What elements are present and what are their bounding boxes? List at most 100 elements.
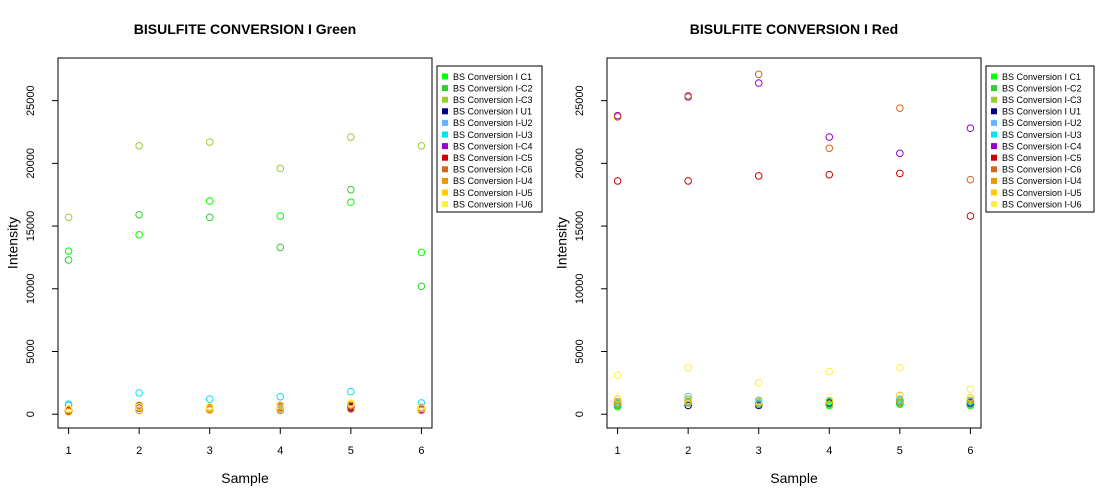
- data-point: [135, 231, 143, 239]
- data-point: [966, 385, 975, 393]
- y-axis-label: Intensity: [554, 217, 570, 269]
- legend-swatch: [991, 143, 997, 150]
- x-tick-label: 2: [685, 445, 691, 457]
- x-axis: 1 2 3 4 5 6: [66, 427, 424, 457]
- data-point: [205, 213, 214, 222]
- legend-item: BS Conversion I-C4: [991, 141, 1082, 151]
- legend-swatch: [442, 143, 448, 150]
- legend-box: [985, 65, 1095, 213]
- data-point: [64, 256, 73, 264]
- data-point: [417, 141, 426, 150]
- x-axis-label: Sample: [221, 470, 269, 486]
- data-point: [205, 402, 214, 411]
- legend-label: BS Conversion I U1: [1002, 107, 1081, 117]
- legend-swatch: [442, 108, 448, 115]
- data-point: [754, 70, 763, 79]
- legend-label: BS Conversion I-C4: [453, 141, 533, 151]
- y-axis: 0 5000 10000 15000 20000 25000: [25, 85, 59, 417]
- x-tick-label: 1: [615, 445, 621, 457]
- data-point: [684, 399, 692, 407]
- legend-swatch: [991, 96, 997, 103]
- data-point: [613, 177, 622, 185]
- legend-swatch: [991, 154, 997, 161]
- data-point: [754, 172, 763, 180]
- data-point: [205, 138, 214, 146]
- data-point: [684, 401, 692, 410]
- legend-label: BS Conversion I-U5: [453, 188, 533, 198]
- data-point: [613, 371, 622, 380]
- legend-item: BS Conversion I-U4: [991, 176, 1082, 186]
- legend-item: BS Conversion I U1: [991, 107, 1081, 117]
- x-tick-label: 5: [897, 445, 903, 457]
- data-point: [417, 282, 426, 291]
- legend-label: BS Conversion I-C3: [453, 95, 533, 105]
- legend-swatch: [991, 177, 997, 184]
- legend-swatch: [442, 131, 448, 138]
- legend-label: BS Conversion I-C4: [1002, 141, 1082, 151]
- data-point: [417, 402, 426, 411]
- data-point: [347, 133, 355, 141]
- y-tick-label: 15000: [574, 211, 586, 242]
- legend-label: BS Conversion I C1: [1002, 72, 1081, 82]
- legend-item: BS Conversion I-C4: [442, 141, 533, 151]
- legend-label: BS Conversion I-C3: [1002, 95, 1082, 105]
- legend-label: BS Conversion I-U2: [453, 118, 533, 128]
- data-point: [754, 397, 763, 406]
- x-tick-label: 3: [207, 445, 213, 457]
- data-point: [896, 104, 904, 112]
- data-point: [347, 387, 355, 396]
- legend-item: BS Conversion I-C6: [991, 165, 1082, 175]
- data-point: [276, 243, 285, 252]
- data-point: [135, 210, 143, 219]
- data-point: [135, 389, 143, 397]
- data-point: [896, 169, 904, 178]
- legend-item: BS Conversion I-U5: [991, 188, 1082, 198]
- data-point: [64, 247, 73, 255]
- data-point: [966, 124, 975, 133]
- data-point: [825, 133, 834, 141]
- x-tick-label: 1: [66, 445, 72, 457]
- y-axis: 0 5000 10000 15000 20000 25000: [574, 85, 608, 417]
- legend-label: BS Conversion I-U5: [1002, 188, 1082, 198]
- data-point: [347, 185, 355, 194]
- legend-swatch: [442, 201, 448, 208]
- legend-item: BS Conversion I-C2: [991, 83, 1082, 93]
- data-point: [896, 391, 904, 400]
- legend-label: BS Conversion I U1: [453, 107, 532, 117]
- data-point: [135, 141, 143, 150]
- legend-label: BS Conversion I-C2: [453, 83, 533, 93]
- data-point: [966, 394, 975, 402]
- data-point: [966, 396, 975, 405]
- legend-box: [436, 65, 543, 213]
- data-point: [754, 379, 763, 387]
- data-point: [135, 406, 143, 415]
- data-point: [205, 197, 214, 205]
- data-point: [64, 404, 73, 413]
- y-tick-label: 10000: [574, 273, 586, 304]
- legend-swatch: [991, 85, 997, 92]
- legend-label: BS Conversion I-U3: [453, 130, 533, 140]
- legend-label: BS Conversion I C1: [453, 72, 532, 82]
- legend-item: BS Conversion I-C5: [991, 153, 1082, 163]
- y-tick-label: 5000: [574, 339, 586, 363]
- legend-item: BS Conversion I-C2: [442, 83, 533, 93]
- legend-label: BS Conversion I-C6: [1002, 165, 1082, 175]
- legend-item: BS Conversion I-U4: [442, 176, 533, 186]
- legend-swatch: [991, 73, 997, 80]
- legend-swatch: [991, 201, 997, 208]
- legend-item: BS Conversion I-U3: [991, 130, 1082, 140]
- chart-title: BISULFITE CONVERSION I Red: [690, 21, 898, 37]
- x-tick-label: 6: [967, 445, 973, 457]
- data-point: [966, 175, 975, 184]
- data-point: [896, 149, 904, 158]
- data-point: [684, 177, 692, 185]
- legend-swatch: [442, 189, 448, 196]
- legend-swatch: [442, 73, 448, 80]
- legend-swatch: [442, 119, 448, 126]
- data-point: [347, 399, 355, 407]
- data-point: [276, 392, 285, 401]
- legend-swatch: [442, 166, 448, 173]
- y-tick-label: 15000: [25, 211, 37, 242]
- legend-swatch: [991, 119, 997, 126]
